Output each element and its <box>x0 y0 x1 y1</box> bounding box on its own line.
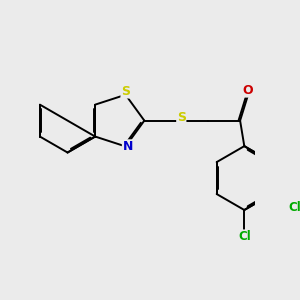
Text: S: S <box>177 111 186 124</box>
Text: Cl: Cl <box>289 201 300 214</box>
Text: O: O <box>243 84 254 97</box>
Text: N: N <box>122 140 133 153</box>
Text: S: S <box>121 85 130 98</box>
Text: Cl: Cl <box>238 230 251 243</box>
